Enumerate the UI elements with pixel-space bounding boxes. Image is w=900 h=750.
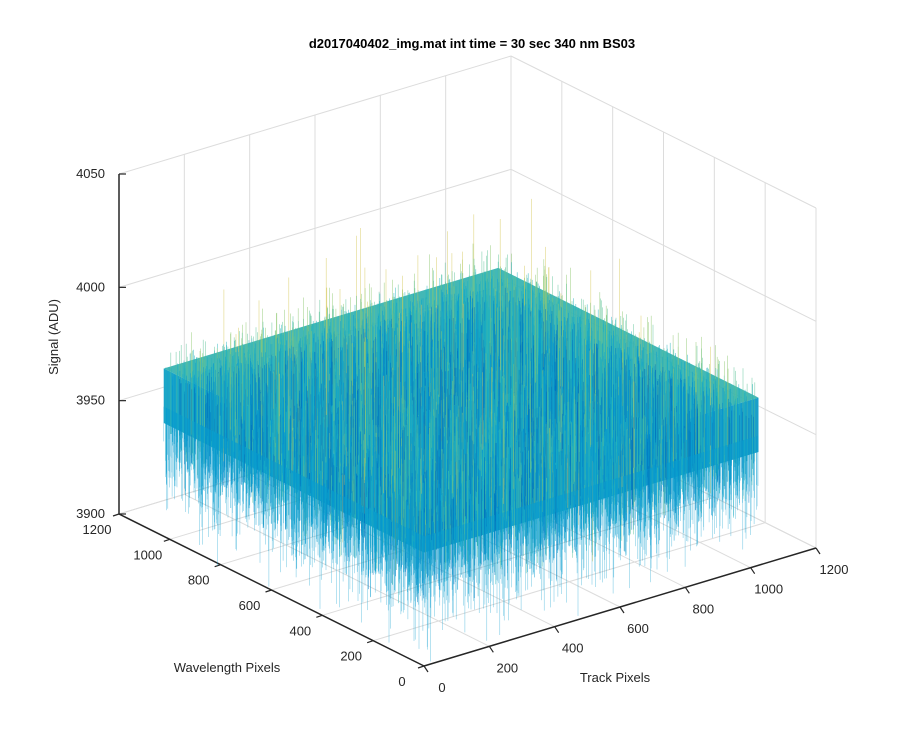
y-tickmark	[214, 564, 221, 568]
x-tickmark	[423, 665, 429, 673]
x-tickmark	[750, 567, 756, 574]
wall-grid-z	[118, 168, 512, 288]
x-tickmark	[684, 587, 690, 594]
y-tickmark	[112, 513, 120, 517]
y-tickmark	[265, 589, 272, 593]
x-tickmark	[619, 606, 625, 614]
surface	[163, 198, 759, 662]
floor-grid-y	[373, 522, 766, 642]
axes	[112, 173, 821, 673]
y-tickmark	[366, 640, 374, 644]
wall-grid-z	[510, 168, 817, 322]
y-tickmark	[163, 538, 171, 542]
x-tickmark	[815, 547, 821, 555]
y-tickmark	[316, 614, 323, 618]
wall-grid-z	[118, 55, 512, 175]
chart-title: d2017040402_img.mat int time = 30 sec 34…	[309, 36, 635, 51]
x-tickmark	[488, 646, 494, 653]
y-tickmark	[417, 665, 425, 669]
wall-grid-z	[510, 55, 817, 209]
x-tickmark	[554, 626, 560, 633]
